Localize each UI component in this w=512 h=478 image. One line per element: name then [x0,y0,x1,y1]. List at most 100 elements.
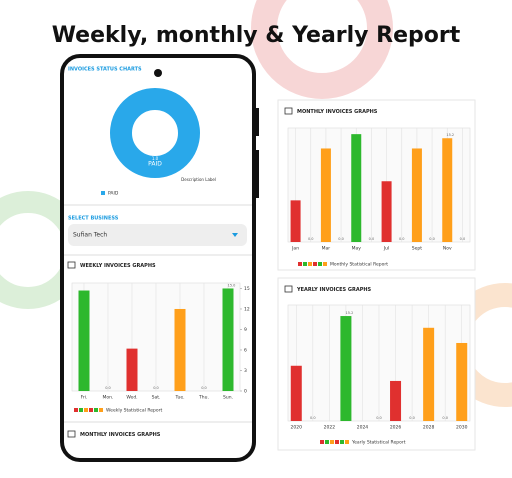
description-label: Description Label [181,177,216,182]
value-label: 0.0 [409,416,415,420]
donut-category-label: PAID [148,161,162,168]
bar [442,138,453,242]
section-heading: MONTHLY INVOICES GRAPHS [297,109,378,115]
value-label: 0.0 [369,237,375,241]
section-heading: WEEKLY INVOICES GRAPHS [80,263,156,269]
phone-button [256,150,259,198]
bar [390,380,402,421]
legend-swatch [325,440,329,444]
x-tick-label: Fri. [81,395,88,401]
donut-value-label: 1.0 [152,156,159,161]
table-icon [67,430,76,438]
phone-button [256,108,259,136]
x-tick-label: Sun. [223,395,233,401]
value-label: 0.0 [338,237,344,241]
value-label: 0.0 [460,237,466,241]
value-label: 15.0 [228,283,236,287]
legend-swatch [84,408,88,412]
x-tick-label: Mon. [103,395,114,401]
bar [423,327,435,421]
x-tick-label: Jan [291,246,299,252]
legend-swatch [101,191,105,195]
dropdown-arrow [232,233,238,237]
x-tick-label: 2020 [291,425,303,431]
x-tick-label: Sat. [152,395,161,401]
bar [126,348,138,391]
section-heading: SELECT BUSINESS [68,216,119,222]
bar [174,308,186,391]
section-heading: YEARLY INVOICES GRAPHS [296,287,372,293]
section-heading: MONTHLY INVOICES GRAPHS [80,432,161,438]
legend-swatch [298,262,302,266]
x-tick-label: 2028 [423,425,435,431]
legend-swatch [330,440,334,444]
x-tick-label: 2024 [357,425,369,431]
x-tick-label: Mar [322,246,331,252]
legend-swatch [323,262,327,266]
x-tick-label: Nov [443,246,452,252]
value-label: 0.0 [201,386,207,390]
legend-label: Monthly Statistical Report [330,262,388,268]
dropdown[interactable] [68,224,247,246]
table-icon [284,107,293,115]
value-label: 0.0 [153,386,159,390]
legend-swatch [308,262,312,266]
table-icon [284,285,293,293]
value-label: 0.0 [310,416,316,420]
dropdown-value: Sufian Tech [73,232,107,239]
bar [456,342,468,421]
section-heading: INVOICES STATUS CHARTS [68,67,142,73]
y-tick-label: 0 [244,389,247,395]
bar [290,365,302,421]
bar [411,148,422,242]
x-tick-label: 2030 [456,425,468,431]
bar [78,290,90,391]
bar [290,200,301,242]
legend-label: Yearly Statistical Report [351,440,406,446]
donut-segment [110,88,200,178]
value-label: 0.0 [442,416,448,420]
x-tick-label: Tue. [174,395,184,401]
value-label: 0.0 [105,386,111,390]
legend-swatch [318,262,322,266]
value-label: 0.0 [429,237,435,241]
x-tick-label: Thu. [198,395,209,401]
x-tick-label: Wed. [126,395,137,401]
legend-swatch [345,440,349,444]
plot-area [287,127,471,243]
legend-swatch [320,440,324,444]
value-label: 0.0 [308,237,314,241]
x-tick-label: 2022 [324,425,336,431]
legend-label: Weekly Statistical Report [106,408,162,414]
value-label: 0.0 [399,237,405,241]
phone-camera [154,69,162,77]
bar [340,316,352,421]
legend-swatch [74,408,78,412]
legend-swatch [340,440,344,444]
bar [320,148,331,242]
legend-swatch [303,262,307,266]
legend-swatch [335,440,339,444]
legend-label: PAID [108,191,119,197]
x-tick-label: Jul [383,246,389,252]
legend-swatch [99,408,103,412]
bar [381,181,392,242]
x-tick-label: 2026 [390,425,402,431]
y-tick-label: 6 [244,347,247,353]
legend-swatch [89,408,93,412]
page-title: Weekly, monthly & Yearly Report [52,23,461,48]
y-tick-label: 15 [244,286,250,292]
y-tick-label: 9 [244,327,247,333]
value-label: 0.0 [376,416,382,420]
value-label: 15.2 [446,133,454,137]
decor-ring [251,0,393,99]
legend-swatch [313,262,317,266]
y-tick-label: 12 [244,306,250,312]
legend-swatch [94,408,98,412]
table-icon [67,261,76,269]
value-label: 15.2 [346,311,354,315]
bar [351,134,362,242]
bar [222,288,234,391]
y-tick-label: 3 [244,368,247,374]
